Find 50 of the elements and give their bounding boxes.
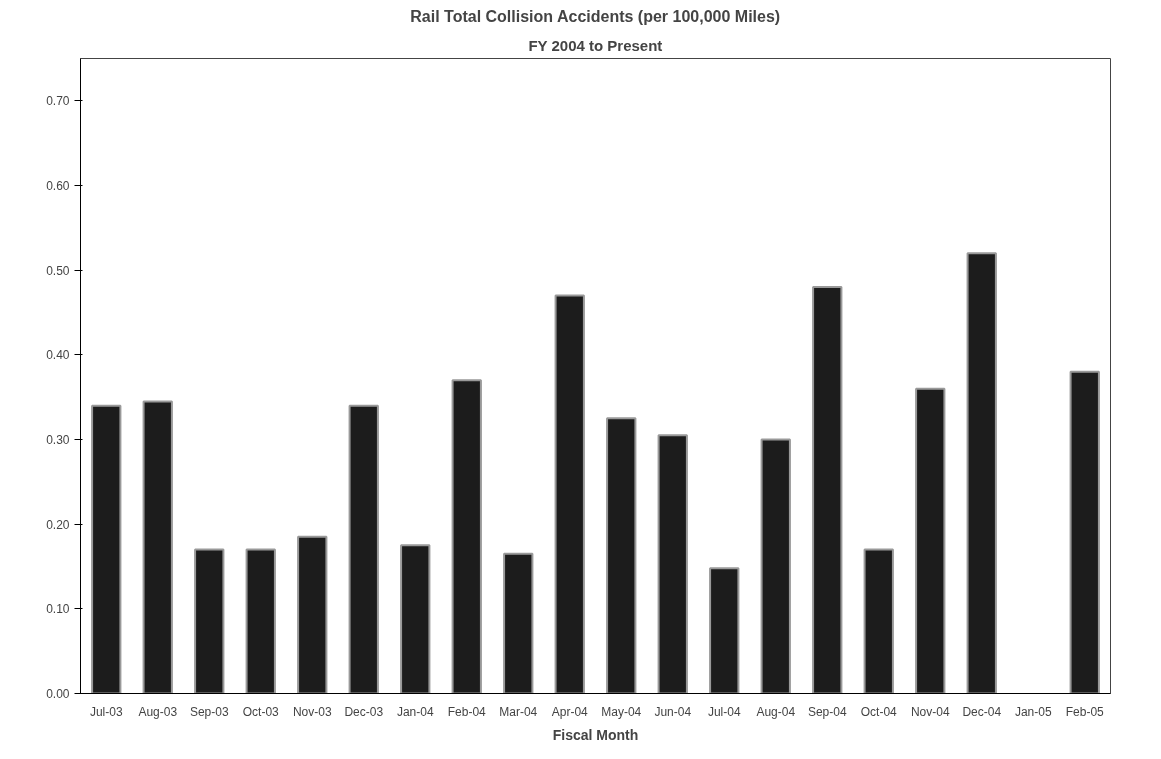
x-tick-label: Nov-03 [292,704,332,719]
x-tick-label: Jul-04 [707,704,741,719]
y-tick-label: 0.70 [46,94,70,109]
x-tick-label: Feb-04 [447,704,487,719]
bar [451,379,482,694]
bar [400,544,431,694]
x-tick-label: Aug-03 [138,704,178,719]
x-tick-label: Aug-04 [756,704,796,719]
x-tick-label: Jan-05 [1014,704,1052,719]
y-tick-label: 0.50 [46,263,70,278]
bar [1069,370,1100,694]
bar [966,252,997,694]
bar [194,548,225,694]
x-tick-label: Apr-04 [551,704,589,719]
x-tick-label: Jul-03 [89,704,123,719]
bar [297,535,328,694]
bar [709,567,740,694]
bar [760,438,791,694]
bar [606,417,637,694]
x-tick-label: Dec-03 [344,704,384,719]
chart-subtitle: FY 2004 to Present [528,36,663,54]
x-tick-label: Mar-04 [499,704,538,719]
y-tick-label: 0.20 [46,517,70,532]
y-tick-label: 0.10 [46,602,70,617]
bar [503,552,534,694]
x-tick-label: Oct-03 [242,704,280,719]
x-tick-label: Sep-04 [807,704,847,719]
bar [554,294,585,694]
bar [812,286,843,694]
bar [245,548,276,694]
x-tick-label: Nov-04 [910,704,950,719]
x-tick-label: Jun-04 [654,704,692,719]
bar [348,404,379,694]
x-tick-label: Sep-03 [189,704,229,719]
bar [91,404,122,694]
x-axis-title: Fiscal Month [552,726,639,743]
y-tick-label: 0.60 [46,179,70,193]
x-tick-label: Oct-04 [860,704,898,719]
x-tick-label: Feb-05 [1065,704,1105,719]
x-tick-label: May-04 [601,704,642,719]
chart-title: Rail Total Collision Accidents (per 100,000 Miles) [410,7,781,25]
bar [142,400,173,694]
y-tick-label: 0.30 [46,433,70,447]
bar [863,548,894,694]
bar [915,387,946,694]
y-tick-label: 0.40 [46,348,70,363]
x-tick-label: Dec-04 [962,704,1002,719]
y-tick-label: 0.00 [46,687,70,701]
x-tick-label: Jan-04 [396,704,434,719]
bar [657,434,688,694]
